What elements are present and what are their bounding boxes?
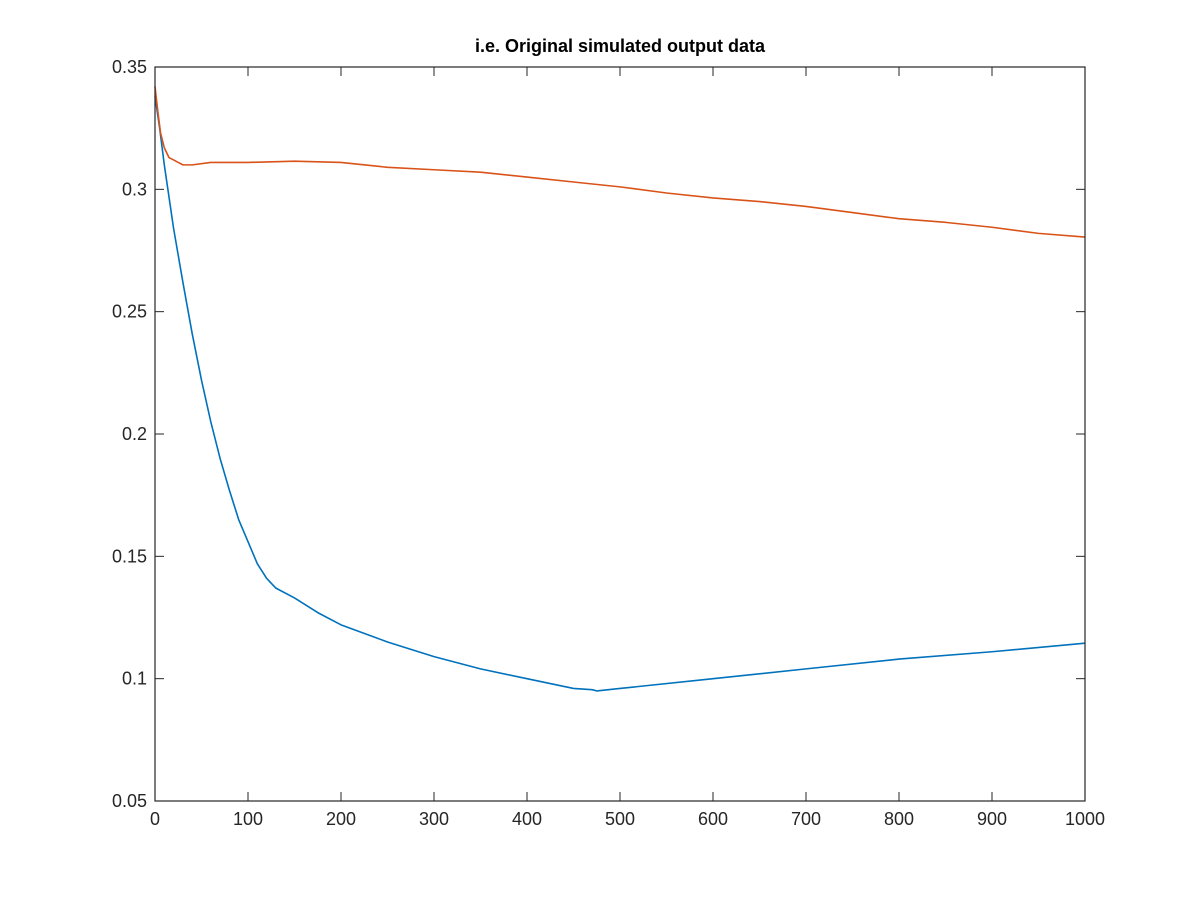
x-tick-label: 400 <box>512 809 542 829</box>
y-tick-label: 0.25 <box>112 302 147 322</box>
y-tick-label: 0.05 <box>112 791 147 811</box>
chart-title: i.e. Original simulated output data <box>475 36 766 56</box>
x-tick-label: 1000 <box>1065 809 1105 829</box>
series-line-2 <box>154 86 1086 238</box>
x-axis-tick-labels: 0 100 200 300 400 500 600 700 800 900 1000 <box>150 809 1105 829</box>
series-layer <box>154 86 1086 692</box>
x-tick-label: 100 <box>233 809 263 829</box>
y-tick-label: 0.15 <box>112 546 147 566</box>
plot-area-frame <box>154 66 1086 802</box>
series-line-1 <box>154 96 1086 692</box>
x-tick-label: 0 <box>150 809 160 829</box>
x-tick-label: 900 <box>977 809 1007 829</box>
y-tick-label: 0.3 <box>122 179 147 199</box>
y-tick-label: 0.2 <box>122 424 147 444</box>
y-tick-label: 0.35 <box>112 57 147 77</box>
y-axis-tick-labels: 0.05 0.1 0.15 0.2 0.25 0.3 0.35 <box>112 57 147 811</box>
x-tick-label: 800 <box>884 809 914 829</box>
x-tick-label: 600 <box>698 809 728 829</box>
x-tick-label: 700 <box>791 809 821 829</box>
x-tick-label: 500 <box>605 809 635 829</box>
x-tick-label: 200 <box>326 809 356 829</box>
x-tick-label: 300 <box>419 809 449 829</box>
y-tick-label: 0.1 <box>122 669 147 689</box>
